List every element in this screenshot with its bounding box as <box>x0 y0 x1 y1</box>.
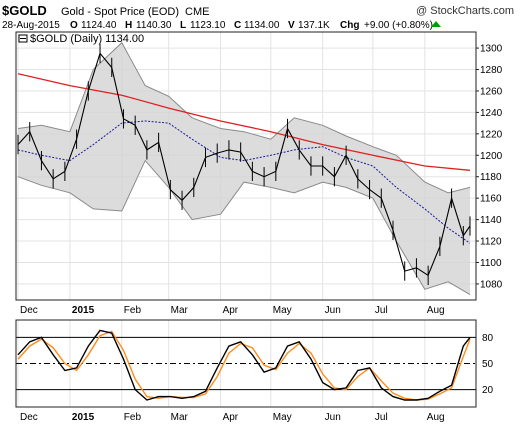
stochastic-marks <box>17 329 471 401</box>
low-value: 1123.10 <box>190 20 226 31</box>
price-marks <box>17 41 471 296</box>
month-tick-label: Mar <box>171 412 189 423</box>
price-y-tick-label: 1300 <box>480 44 503 55</box>
up-arrow-icon <box>431 21 441 27</box>
price-y-tick-label: 1140 <box>480 215 502 226</box>
price-y-tick-label: 1260 <box>480 86 503 97</box>
moving-average-long-line <box>17 73 471 171</box>
month-tick-label: Aug <box>427 305 445 316</box>
month-tick-label: Apr <box>223 305 239 316</box>
price-y-tick-label: 1100 <box>480 258 502 269</box>
open-value: 1124.40 <box>81 20 117 31</box>
month-tick-label: 2015 <box>72 412 95 423</box>
stochastic-panel-frame <box>15 319 477 408</box>
moving-average-mid-line <box>17 120 471 244</box>
stochastic-y-axis: 20 50 80 <box>482 333 494 396</box>
stochastic-y-tick-label: 20 <box>482 385 494 396</box>
close-value: 1134.00 <box>244 20 280 31</box>
bollinger-band-area <box>18 42 470 295</box>
change-value: +9.00 (+0.80%) <box>364 20 433 31</box>
month-axis-top: Dec 2015 Feb Mar Apr May Jun Jul Aug <box>20 305 445 316</box>
price-y-tick-label: 1180 <box>480 172 502 183</box>
price-y-tick-label: 1120 <box>480 237 502 248</box>
month-tick-label: 2015 <box>72 305 95 316</box>
stochastic-y-tick-label: 50 <box>482 359 494 370</box>
month-tick-label: Jul <box>375 412 388 423</box>
price-y-tick-label: 1280 <box>480 65 503 76</box>
exchange-label: CME <box>185 6 209 18</box>
month-axis-bottom: Dec 2015 Feb Mar Apr May Jun Jul Aug <box>20 412 445 423</box>
stochastic-grid <box>16 320 476 407</box>
month-tick-label: Aug <box>427 412 445 423</box>
close-label: C <box>234 20 241 31</box>
quote-line: 28-Aug-2015 O 1124.40 H 1140.30 L 1123.1… <box>2 20 433 31</box>
month-tick-label: Mar <box>171 305 189 316</box>
price-legend-text: $GOLD (Daily) 1134.00 <box>30 33 144 45</box>
symbol-title: $GOLD <box>2 3 47 18</box>
month-tick-label: Apr <box>223 412 239 423</box>
month-tick-label: Jul <box>375 305 388 316</box>
month-tick-label: Jun <box>325 412 341 423</box>
month-tick-label: Feb <box>124 305 142 316</box>
month-tick-label: Jun <box>325 305 341 316</box>
high-label: H <box>125 20 132 31</box>
volume-value: 137.1K <box>298 20 330 31</box>
month-tick-label: Dec <box>20 412 38 423</box>
open-label: O <box>70 20 78 31</box>
price-y-tick-label: 1220 <box>480 129 503 140</box>
legend-ohlc-icon <box>18 34 28 43</box>
price-y-tick-label: 1240 <box>480 108 503 119</box>
month-tick-label: Feb <box>124 412 142 423</box>
price-y-tick-label: 1200 <box>480 151 503 162</box>
stochastic-y-tick-label: 80 <box>482 333 494 344</box>
stochastic-d-line <box>17 330 471 401</box>
month-tick-label: May <box>273 305 292 316</box>
low-label: L <box>180 20 186 31</box>
month-tick-label: Dec <box>20 305 38 316</box>
quote-date: 28-Aug-2015 <box>2 20 60 31</box>
month-tick-label: May <box>273 412 292 423</box>
symbol-description: Gold - Spot Price (EOD) <box>61 6 179 18</box>
volume-label: V <box>288 20 295 31</box>
watermark: @ StockCharts.com <box>416 5 514 17</box>
price-panel-frame <box>15 31 477 301</box>
price-legend: $GOLD (Daily) 1134.00 <box>18 33 144 45</box>
stochastic-k-line <box>17 329 471 401</box>
price-close-line <box>17 52 471 277</box>
high-value: 1140.30 <box>136 20 172 31</box>
price-y-tick-label: 1160 <box>480 194 502 205</box>
change-label: Chg <box>340 20 359 31</box>
bollinger-upper-line <box>17 41 471 194</box>
price-y-tick-label: 1080 <box>480 279 503 290</box>
price-y-axis: 1080 1100 1120 1140 1160 1180 1200 1220 1240 1260… <box>476 44 503 290</box>
